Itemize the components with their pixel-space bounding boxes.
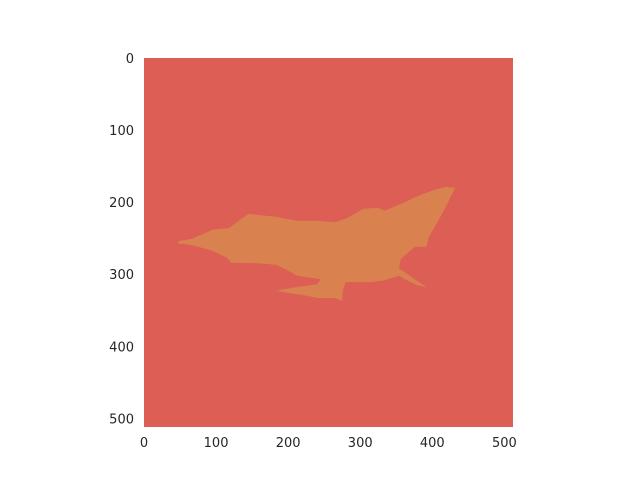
y-tick-label: 100 <box>109 124 134 139</box>
y-axis-ticks: 0 100 200 300 400 500 <box>109 52 134 427</box>
y-tick-label: 500 <box>109 412 134 427</box>
y-tick-label: 200 <box>109 196 134 211</box>
y-tick-label: 0 <box>126 52 134 67</box>
x-tick-label: 300 <box>348 436 373 451</box>
heatmap-region <box>178 187 456 301</box>
x-tick-label: 500 <box>492 436 517 451</box>
x-tick-label: 200 <box>276 436 301 451</box>
x-tick-label: 400 <box>420 436 445 451</box>
x-axis-ticks: 0 100 200 300 400 500 <box>140 436 517 451</box>
y-tick-label: 300 <box>109 268 134 283</box>
x-tick-label: 100 <box>204 436 229 451</box>
y-tick-label: 400 <box>109 340 134 355</box>
x-tick-label: 0 <box>140 436 148 451</box>
